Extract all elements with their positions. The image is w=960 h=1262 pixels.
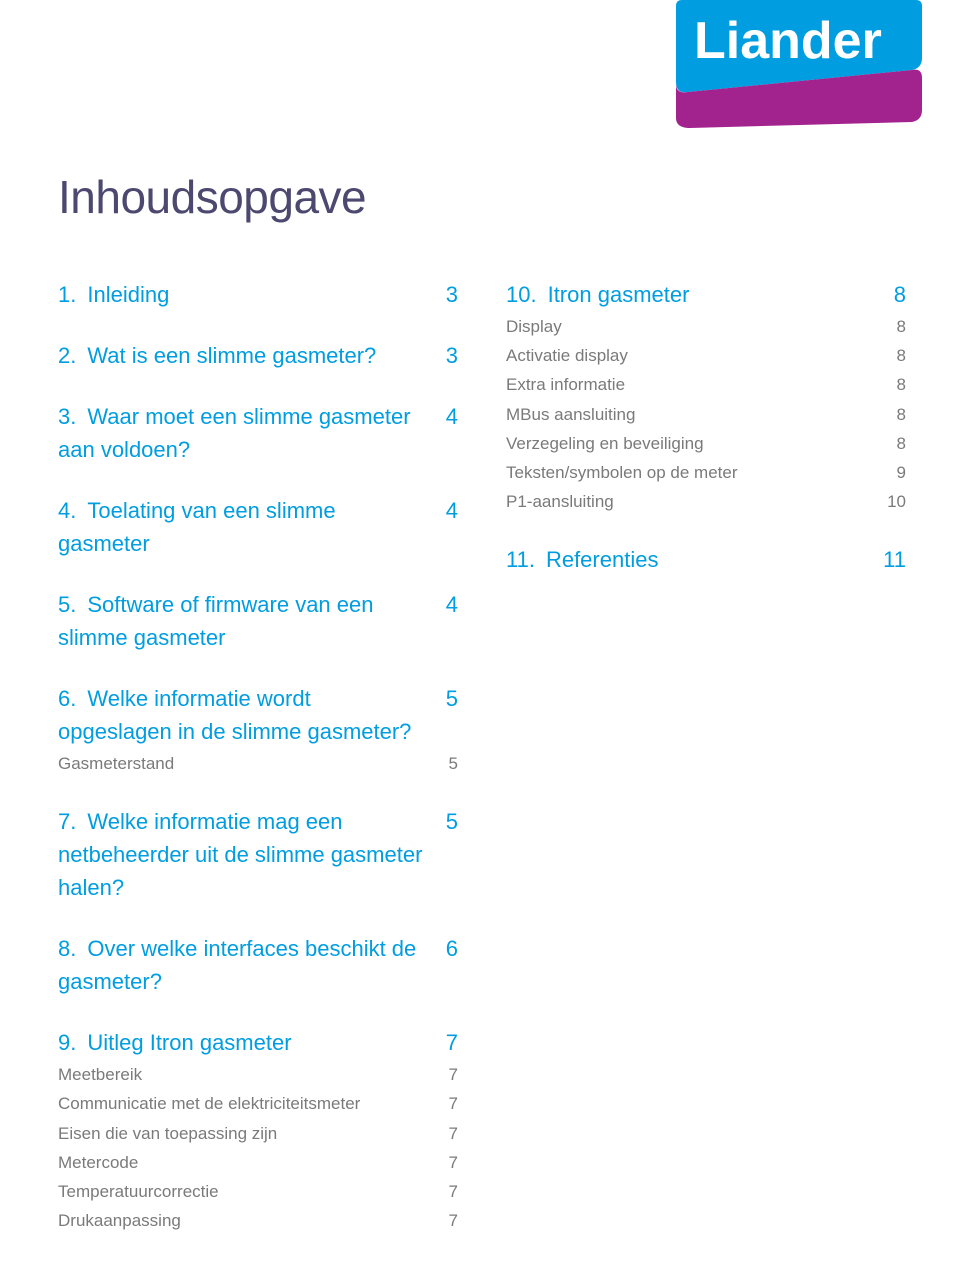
toc-subentry-label: MBus aansluiting: [506, 401, 872, 428]
toc-entry[interactable]: 3. Waar moet een slimme gasmeter aan vol…: [58, 400, 458, 466]
toc-entry-page: 6: [436, 932, 458, 965]
toc-subentry-label: Teksten/symbolen op de meter: [506, 459, 872, 486]
toc-entry-label: 9. Uitleg Itron gasmeter: [58, 1026, 424, 1059]
toc-section: 8. Over welke interfaces beschikt de gas…: [58, 932, 458, 998]
toc-subentry-label: Meetbereik: [58, 1061, 424, 1088]
toc-entry-label: 2. Wat is een slimme gasmeter?: [58, 339, 424, 372]
toc-section: 5. Software of firmware van een slimme g…: [58, 588, 458, 654]
toc-entry-page: 5: [436, 805, 458, 838]
toc-section: 3. Waar moet een slimme gasmeter aan vol…: [58, 400, 458, 466]
toc-subentry-page: 8: [884, 430, 906, 457]
toc-entry-page: 3: [436, 339, 458, 372]
toc-subentry-label: Activatie display: [506, 342, 872, 369]
toc-subentry[interactable]: P1-aansluiting 10: [506, 488, 906, 515]
toc-entry-page: 4: [436, 588, 458, 621]
toc-entry[interactable]: 2. Wat is een slimme gasmeter? 3: [58, 339, 458, 372]
toc-subentry[interactable]: Activatie display 8: [506, 342, 906, 369]
toc-entry[interactable]: 9. Uitleg Itron gasmeter 7: [58, 1026, 458, 1059]
toc-section: 10. Itron gasmeter8Display8Activatie dis…: [506, 278, 906, 515]
toc-subentry[interactable]: Temperatuurcorrectie 7: [58, 1178, 458, 1205]
toc-subentry-page: 5: [436, 750, 458, 777]
brand-logo: Liander: [676, 0, 922, 128]
toc-entry-label: 5. Software of firmware van een slimme g…: [58, 588, 424, 654]
toc-columns: 1. Inleiding32. Wat is een slimme gasmet…: [58, 278, 906, 1262]
toc-section: 7. Welke informatie mag een netbeheerder…: [58, 805, 458, 904]
logo-text: Liander: [694, 12, 882, 70]
toc-entry[interactable]: 1. Inleiding 3: [58, 278, 458, 311]
toc-subentry-label: Gasmeterstand: [58, 750, 424, 777]
toc-section: 2. Wat is een slimme gasmeter? 3: [58, 339, 458, 372]
toc-subentry-page: 7: [436, 1090, 458, 1117]
toc-entry-page: 8: [884, 278, 906, 311]
toc-section: 9. Uitleg Itron gasmeter7Meetbereik7Comm…: [58, 1026, 458, 1234]
toc-subentry-page: 8: [884, 401, 906, 428]
toc-subentry-label: Extra informatie: [506, 371, 872, 398]
toc-entry-label: 10. Itron gasmeter: [506, 278, 872, 311]
toc-entry[interactable]: 11. Referenties 11: [506, 543, 906, 576]
toc-subentry-label: Communicatie met de elektriciteitsmeter: [58, 1090, 424, 1117]
toc-entry[interactable]: 10. Itron gasmeter 8: [506, 278, 906, 311]
toc-subentry-page: 9: [884, 459, 906, 486]
toc-column-right: 10. Itron gasmeter8Display8Activatie dis…: [506, 278, 906, 1262]
toc-section: 4. Toelating van een slimme gasmeter 4: [58, 494, 458, 560]
toc-subentry[interactable]: Gasmeterstand 5: [58, 750, 458, 777]
toc-entry-page: 3: [436, 278, 458, 311]
toc-subentry[interactable]: Eisen die van toepassing zijn 7: [58, 1120, 458, 1147]
toc-subentry-page: 8: [884, 313, 906, 340]
toc-subentry-page: 8: [884, 371, 906, 398]
toc-entry-label: 7. Welke informatie mag een netbeheerder…: [58, 805, 424, 904]
toc-subentry-label: Drukaanpassing: [58, 1207, 424, 1234]
toc-subentry-label: Display: [506, 313, 872, 340]
toc-subentry-page: 7: [436, 1120, 458, 1147]
toc-entry-page: 5: [436, 682, 458, 715]
toc-entry[interactable]: 4. Toelating van een slimme gasmeter 4: [58, 494, 458, 560]
toc-entry-label: 3. Waar moet een slimme gasmeter aan vol…: [58, 400, 424, 466]
toc-subentry-label: Metercode: [58, 1149, 424, 1176]
toc-column-left: 1. Inleiding32. Wat is een slimme gasmet…: [58, 278, 458, 1262]
toc-subentry[interactable]: Meetbereik 7: [58, 1061, 458, 1088]
toc-entry[interactable]: 6. Welke informatie wordt opgeslagen in …: [58, 682, 458, 748]
toc-subentry-label: Eisen die van toepassing zijn: [58, 1120, 424, 1147]
toc-entry-label: 6. Welke informatie wordt opgeslagen in …: [58, 682, 424, 748]
toc-subentry-label: Temperatuurcorrectie: [58, 1178, 424, 1205]
toc-entry-label: 1. Inleiding: [58, 278, 424, 311]
toc-subentry-page: 8: [884, 342, 906, 369]
toc-subentry[interactable]: Metercode 7: [58, 1149, 458, 1176]
toc-subentry[interactable]: Communicatie met de elektriciteitsmeter 7: [58, 1090, 458, 1117]
toc-subentry-page: 7: [436, 1207, 458, 1234]
toc-subentry-page: 7: [436, 1149, 458, 1176]
toc-entry[interactable]: 8. Over welke interfaces beschikt de gas…: [58, 932, 458, 998]
toc-entry[interactable]: 7. Welke informatie mag een netbeheerder…: [58, 805, 458, 904]
toc-subentry-page: 7: [436, 1061, 458, 1088]
toc-subentry-label: Verzegeling en beveiliging: [506, 430, 872, 457]
toc-subentry[interactable]: MBus aansluiting 8: [506, 401, 906, 428]
toc-subentry-page: 7: [436, 1178, 458, 1205]
toc-entry-page: 7: [436, 1026, 458, 1059]
toc-section: 1. Inleiding 3: [58, 278, 458, 311]
toc-subentry[interactable]: Display 8: [506, 313, 906, 340]
toc-subentry-label: P1-aansluiting: [506, 488, 872, 515]
toc-section: 6. Welke informatie wordt opgeslagen in …: [58, 682, 458, 777]
toc-entry-label: 8. Over welke interfaces beschikt de gas…: [58, 932, 424, 998]
toc-entry-label: 4. Toelating van een slimme gasmeter: [58, 494, 424, 560]
toc-subentry[interactable]: Verzegeling en beveiliging 8: [506, 430, 906, 457]
toc-entry-label: 11. Referenties: [506, 543, 871, 576]
toc-entry-page: 4: [436, 494, 458, 527]
toc-entry-page: 4: [436, 400, 458, 433]
toc-section: 11. Referenties 11: [506, 543, 906, 576]
toc-subentry[interactable]: Extra informatie 8: [506, 371, 906, 398]
toc-subentry[interactable]: Teksten/symbolen op de meter 9: [506, 459, 906, 486]
toc-entry[interactable]: 5. Software of firmware van een slimme g…: [58, 588, 458, 654]
toc-entry-page: 11: [883, 543, 906, 576]
toc-subentry-page: 10: [884, 488, 906, 515]
toc-subentry[interactable]: Drukaanpassing 7: [58, 1207, 458, 1234]
page-title: Inhoudsopgave: [58, 170, 366, 224]
